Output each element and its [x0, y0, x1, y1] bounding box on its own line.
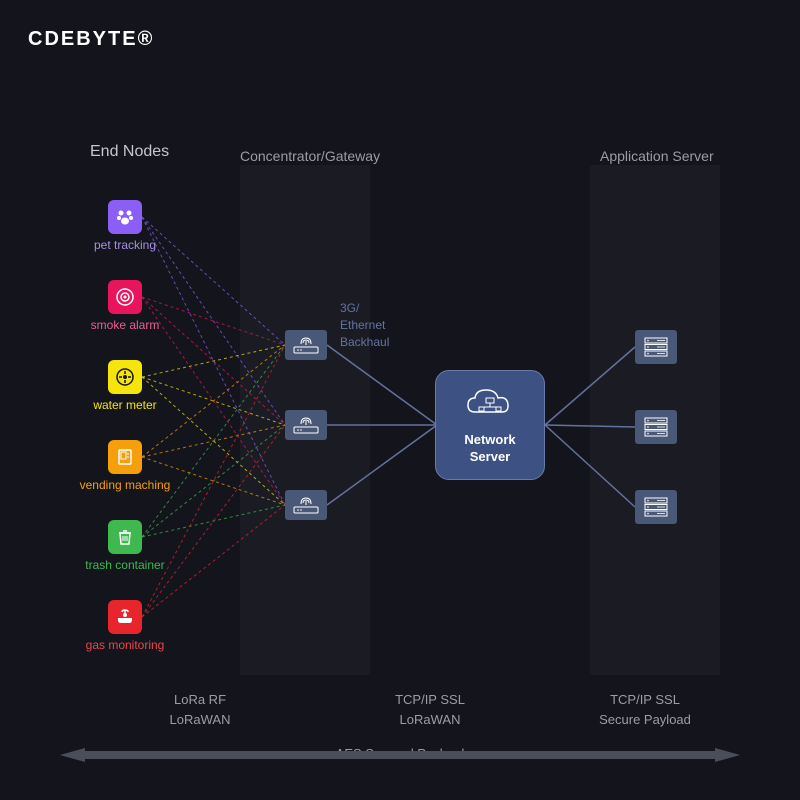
brand-logo: CDEBYTE® [28, 28, 154, 51]
gateway-1 [285, 410, 327, 440]
node-label-smoke: smoke alarm [75, 318, 175, 332]
footer-col2: TCP/IP SSLLoRaWAN [370, 690, 490, 729]
node-label-vend: vending maching [75, 478, 175, 492]
footer-col1: LoRa RFLoRaWAN [140, 690, 260, 729]
footer-col3: TCP/IP SSLSecure Payload [570, 690, 720, 729]
aes-label: AES Secured Pavload [0, 746, 800, 761]
header-end-nodes: End Nodes [90, 143, 169, 161]
cloud-icon [460, 384, 520, 426]
network-server: NetworkServer [435, 370, 545, 480]
water-icon [108, 360, 142, 394]
app-server-0 [635, 330, 677, 364]
app-server-2 [635, 490, 677, 524]
network-server-label: NetworkServer [464, 432, 515, 466]
node-vend: vending maching [75, 440, 175, 492]
node-label-water: water meter [75, 398, 175, 412]
app-server-1 [635, 410, 677, 444]
trash-icon [108, 520, 142, 554]
node-label-gas: gas monitoring [75, 638, 175, 652]
gateway-2 [285, 490, 327, 520]
node-trash: trash container [75, 520, 175, 572]
gas-icon [108, 600, 142, 634]
node-label-pet: pet tracking [75, 238, 175, 252]
node-gas: gas monitoring [75, 600, 175, 652]
vend-icon [108, 440, 142, 474]
node-smoke: smoke alarm [75, 280, 175, 332]
smoke-icon [108, 280, 142, 314]
node-water: water meter [75, 360, 175, 412]
header-gateway: Concentrator/Gateway [240, 148, 380, 164]
pet-icon [108, 200, 142, 234]
backhaul-label: 3G/EthernetBackhaul [340, 300, 389, 350]
header-app-server: Application Server [600, 148, 714, 164]
node-label-trash: trash container [75, 558, 175, 572]
gateway-0 [285, 330, 327, 360]
node-pet: pet tracking [75, 200, 175, 252]
